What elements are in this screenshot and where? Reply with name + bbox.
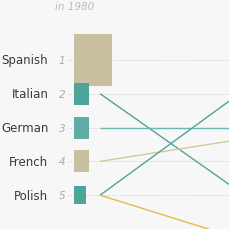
Text: Spanish: Spanish <box>2 54 48 67</box>
Bar <box>73 35 111 87</box>
Bar <box>73 117 88 139</box>
Text: 4: 4 <box>59 157 65 167</box>
Text: German: German <box>1 122 48 134</box>
Text: 2: 2 <box>59 89 65 99</box>
Text: French: French <box>9 155 48 168</box>
Text: 5: 5 <box>59 190 65 200</box>
Bar <box>73 151 88 173</box>
Text: 3: 3 <box>59 123 65 133</box>
Text: Rank
in 1980: Rank in 1980 <box>55 0 94 12</box>
Text: Polish: Polish <box>14 189 48 202</box>
Bar <box>73 186 86 204</box>
Bar <box>73 83 88 105</box>
Text: 1: 1 <box>59 56 65 65</box>
Text: Italian: Italian <box>11 88 48 101</box>
